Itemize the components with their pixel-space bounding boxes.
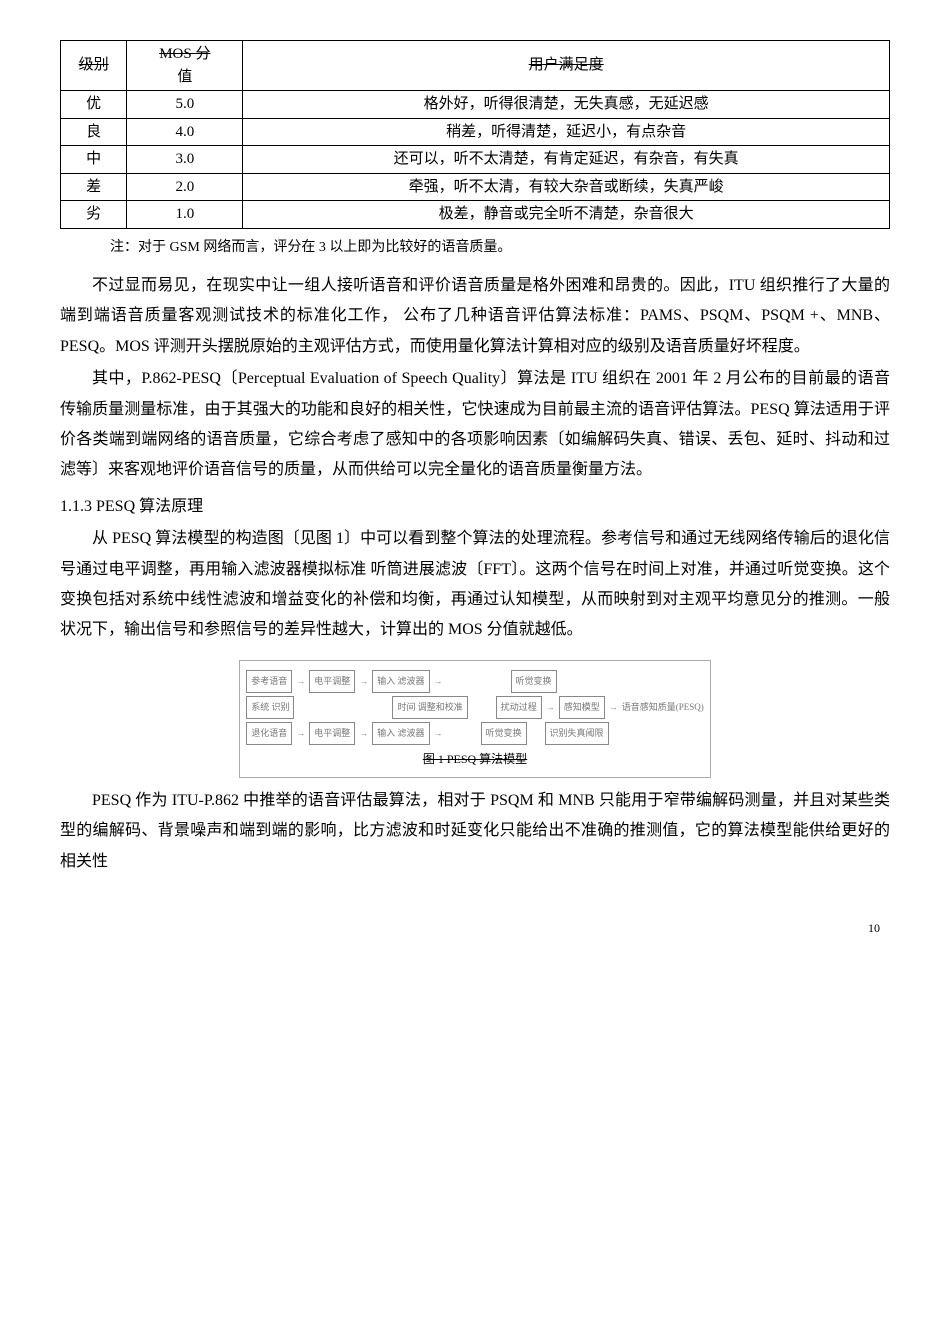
table-row: 良 4.0 稍差，听得清楚，延迟小，有点杂音 — [61, 118, 890, 146]
arrow-icon: → — [359, 725, 368, 742]
table-row: 优 5.0 格外好，听得很清楚，无失真感，无延迟感 — [61, 91, 890, 119]
diagram-box: 参考语音 → 电平调整 → 输入 滤波器 → 听觉变换 系统 识别 时间 调整和… — [239, 660, 711, 778]
diagram-node: 感知模型 — [559, 696, 605, 719]
cell-desc: 极差，静音或完全听不清楚，杂音很大 — [243, 201, 890, 229]
diagram-row: 参考语音 → 电平调整 → 输入 滤波器 → 听觉变换 — [246, 670, 704, 693]
arrow-icon: → — [296, 725, 305, 742]
mos-table: 级别 MOS 分值 用户满足度 优 5.0 格外好，听得很清楚，无失真感，无延迟… — [60, 40, 890, 229]
diagram-node: 时间 调整和校准 — [392, 696, 467, 719]
cell-level: 中 — [61, 146, 127, 174]
arrow-icon: → — [434, 673, 443, 690]
cell-mos: 3.0 — [127, 146, 243, 174]
diagram-node: 电平调整 — [309, 722, 355, 745]
paragraph: PESQ 作为 ITU-P.862 中推举的语音评估最算法，相对于 PSQM 和… — [60, 786, 890, 877]
arrow-icon: → — [434, 725, 443, 742]
table-row: 差 2.0 牵强，听不太清，有较大杂音或断续，失真严峻 — [61, 173, 890, 201]
cell-desc: 还可以，听不太清楚，有肯定延迟，有杂音，有失真 — [243, 146, 890, 174]
cell-mos: 4.0 — [127, 118, 243, 146]
cell-desc: 格外好，听得很清楚，无失真感，无延迟感 — [243, 91, 890, 119]
paragraph: 其中，P.862-PESQ〔Perceptual Evaluation of S… — [60, 364, 890, 486]
section-heading: 1.1.3 PESQ 算法原理 — [60, 492, 890, 522]
diagram-node: 听觉变换 — [511, 670, 557, 693]
cell-level: 劣 — [61, 201, 127, 229]
arrow-icon: → — [359, 673, 368, 690]
diagram-node: 电平调整 — [309, 670, 355, 693]
diagram-output-label: 语音感知质量(PESQ) — [622, 699, 704, 716]
diagram-node: 输入 滤波器 — [372, 722, 429, 745]
th-level: 级别 — [61, 41, 127, 91]
diagram-node: 识别失真阈限 — [545, 722, 609, 745]
cell-desc: 牵强，听不太清，有较大杂音或断续，失真严峻 — [243, 173, 890, 201]
diagram-node: 退化语音 — [246, 722, 292, 745]
arrow-icon: → — [546, 699, 555, 716]
paragraph: 从 PESQ 算法模型的构造图〔见图 1〕中可以看到整个算法的处理流程。参考信号… — [60, 524, 890, 646]
th-mos: MOS 分值 — [127, 41, 243, 91]
paragraph: 不过显而易见，在现实中让一组人接听语音和评价语音质量是格外困难和昂贵的。因此，I… — [60, 271, 890, 362]
cell-desc: 稍差，听得清楚，延迟小，有点杂音 — [243, 118, 890, 146]
table-note: 注：对于 GSM 网络而言，评分在 3 以上即为比较好的语音质量。 — [110, 235, 890, 262]
cell-level: 差 — [61, 173, 127, 201]
cell-level: 优 — [61, 91, 127, 119]
cell-mos: 2.0 — [127, 173, 243, 201]
cell-mos: 1.0 — [127, 201, 243, 229]
table-row: 中 3.0 还可以，听不太清楚，有肯定延迟，有杂音，有失真 — [61, 146, 890, 174]
pesq-diagram: 参考语音 → 电平调整 → 输入 滤波器 → 听觉变换 系统 识别 时间 调整和… — [60, 660, 890, 778]
diagram-node: 输入 滤波器 — [372, 670, 429, 693]
cell-level: 良 — [61, 118, 127, 146]
cell-mos: 5.0 — [127, 91, 243, 119]
diagram-row: 系统 识别 时间 调整和校准 扰动过程 → 感知模型 → 语音感知质量(PESQ… — [246, 696, 704, 719]
page-number: 10 — [60, 917, 890, 940]
table-header-row: 级别 MOS 分值 用户满足度 — [61, 41, 890, 91]
diagram-node: 听觉变换 — [481, 722, 527, 745]
arrow-icon: → — [296, 673, 305, 690]
arrow-icon: → — [609, 699, 618, 716]
diagram-caption: 图 1 PESQ 算法模型 — [246, 748, 704, 771]
th-satisfaction: 用户满足度 — [243, 41, 890, 91]
diagram-node: 参考语音 — [246, 670, 292, 693]
diagram-node: 系统 识别 — [246, 696, 294, 719]
diagram-node: 扰动过程 — [496, 696, 542, 719]
diagram-row: 退化语音 → 电平调整 → 输入 滤波器 → 听觉变换 识别失真阈限 — [246, 722, 704, 745]
table-row: 劣 1.0 极差，静音或完全听不清楚，杂音很大 — [61, 201, 890, 229]
